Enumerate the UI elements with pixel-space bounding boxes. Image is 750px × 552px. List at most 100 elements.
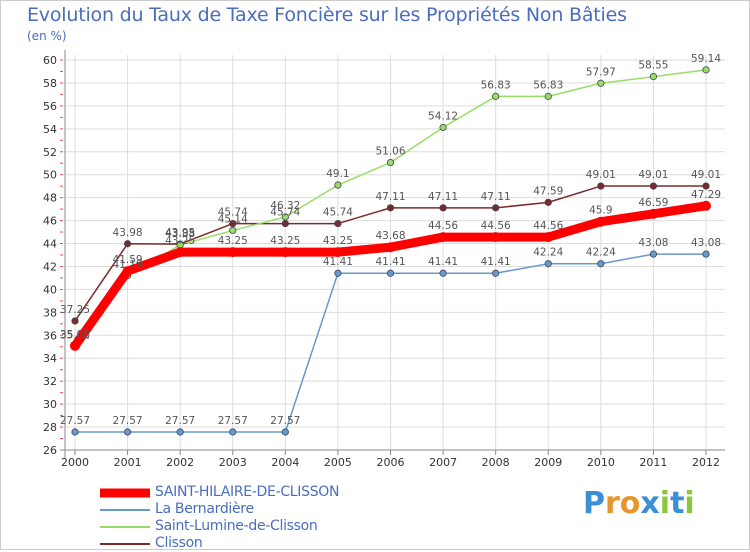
data-point: [544, 198, 552, 206]
data-label: 41.41: [323, 256, 353, 268]
data-label: 27.57: [165, 415, 195, 427]
data-label: 46.32: [270, 200, 300, 212]
y-tick-label: 42: [43, 260, 57, 273]
y-tick-label: 34: [43, 352, 57, 365]
x-tick-label: 2011: [639, 456, 667, 469]
data-point: [229, 219, 237, 228]
data-point: [702, 66, 710, 74]
data-point: [334, 269, 342, 277]
y-tick-label: 26: [43, 444, 57, 457]
data-label: 49.01: [586, 169, 616, 181]
data-point: [439, 204, 447, 212]
data-point: [492, 269, 500, 277]
data-point: [595, 216, 606, 227]
data-label: 47.11: [481, 191, 511, 203]
data-label: 54.12: [428, 110, 458, 122]
data-point: [229, 428, 237, 436]
y-tick-label: 30: [43, 398, 57, 411]
data-point: [71, 317, 79, 325]
data-label: 47.11: [428, 191, 458, 203]
x-tick-label: 2007: [429, 456, 457, 469]
data-label: 27.57: [113, 415, 143, 427]
data-label: 43.25: [165, 235, 195, 247]
chart-title: Evolution du Taux de Taxe Foncière sur l…: [27, 4, 627, 26]
data-point: [544, 260, 552, 268]
logo-letter: P: [583, 486, 605, 521]
y-tick-label: 50: [43, 169, 57, 182]
data-point: [597, 260, 605, 268]
logo-letter: o: [619, 486, 641, 521]
data-point: [649, 250, 658, 258]
data-label: 43.98: [113, 227, 143, 239]
data-label: 49.01: [638, 169, 668, 181]
logo-letter: i: [684, 486, 695, 521]
data-label: 41.59: [113, 254, 143, 266]
data-point: [176, 428, 184, 436]
data-label: 45.74: [270, 207, 300, 219]
line-chart: 26 28 30 32 34 36 38 40 42 44 46 48 50 52 54 56 58 60 2000…: [43, 50, 725, 469]
data-point: [332, 247, 343, 258]
legend-swatch: [100, 488, 150, 497]
data-label: 27.57: [218, 415, 248, 427]
data-label: 42.24: [586, 247, 616, 259]
data-point: [492, 204, 500, 212]
data-label: 41.41: [428, 256, 458, 268]
legend-label: Saint-Lumine-de-Clisson: [155, 518, 318, 534]
legend-label: La Bernardière: [155, 501, 254, 517]
data-label: 27.57: [60, 415, 90, 427]
data-point: [544, 92, 552, 100]
data-point: [649, 182, 658, 190]
x-tick-label: 2008: [482, 456, 510, 469]
y-tick-label: 54: [43, 123, 57, 136]
data-label: 43.25: [270, 235, 300, 247]
data-point: [439, 123, 447, 132]
legend-swatch: [100, 508, 150, 511]
data-point: [123, 240, 132, 248]
data-point: [702, 250, 710, 258]
grid: [65, 55, 725, 451]
y-tick-label: 36: [43, 329, 57, 342]
data-point: [229, 226, 237, 235]
data-label: 43.08: [691, 237, 721, 249]
series-lines: [70, 66, 711, 436]
data-label: 56.83: [481, 79, 511, 91]
x-tick-label: 2004: [271, 456, 299, 469]
legend-label: SAINT-HILAIRE-DE-CLISSON: [155, 484, 340, 500]
data-point: [439, 269, 447, 277]
data-point: [122, 266, 133, 277]
logo-letter: t: [670, 486, 685, 521]
data-label: 35.08: [60, 329, 90, 341]
data-point: [649, 73, 658, 81]
data-label: 41.41: [375, 256, 405, 268]
logo-letter: x: [640, 486, 660, 521]
data-label: 45.9: [589, 205, 612, 217]
logo-letter: i: [659, 486, 671, 521]
x-tick-label: 2010: [587, 456, 615, 469]
data-point: [175, 247, 186, 258]
legend-item-saint-lumine: Saint-Lumine-de-Clisson: [100, 518, 339, 535]
y-tick-label: 40: [43, 283, 57, 296]
data-label: 35.02: [60, 330, 90, 342]
y-tick-label: 56: [43, 100, 57, 113]
data-label: 57.97: [586, 66, 616, 78]
data-point: [648, 208, 659, 219]
data-point: [281, 213, 289, 221]
data-label: 47.11: [375, 191, 405, 203]
data-point: [227, 247, 238, 258]
data-label: 44.56: [533, 220, 563, 232]
data-label: 45.14: [218, 213, 248, 225]
data-label: 45.74: [323, 207, 353, 219]
data-point: [123, 428, 132, 436]
data-point: [334, 219, 342, 228]
data-label: 47.59: [533, 185, 563, 197]
data-label: 49.01: [691, 169, 721, 181]
y-tick-label: 32: [43, 375, 57, 388]
logo-letter: r: [605, 486, 620, 521]
data-point: [543, 232, 554, 243]
data-label: 43.88: [165, 228, 195, 240]
legend-swatch: [100, 525, 150, 528]
x-tick-label: 2003: [219, 456, 247, 469]
y-tick-label: 28: [43, 421, 57, 434]
x-tick-label: 2009: [534, 456, 562, 469]
data-label: 37.25: [60, 304, 90, 316]
